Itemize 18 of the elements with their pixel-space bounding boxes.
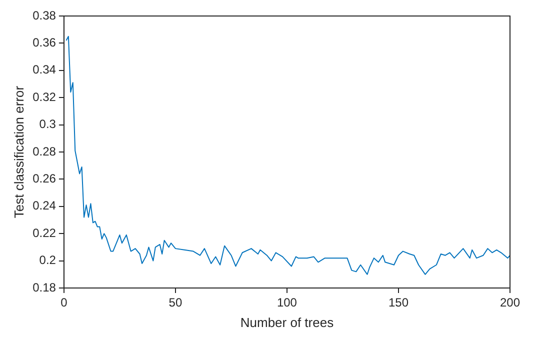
y-tick-label: 0.38 <box>32 8 56 22</box>
y-tick-label: 0.36 <box>32 36 56 50</box>
x-tick-label: 150 <box>388 296 409 310</box>
y-axis-title: Test classification error <box>11 85 26 218</box>
x-tick-label: 0 <box>60 296 68 310</box>
y-tick-label: 0.28 <box>32 144 56 158</box>
y-tick-label: 0.26 <box>32 172 56 186</box>
x-tick-label: 100 <box>276 296 298 310</box>
y-tick-label: 0.34 <box>32 62 56 77</box>
y-tick-label: 0.24 <box>32 198 56 213</box>
y-tick-label: 0.32 <box>32 90 56 104</box>
y-tick-label: 0.2 <box>39 253 56 268</box>
y-tick-label: 0.22 <box>32 226 56 240</box>
y-tick-label: 0.3 <box>39 117 56 132</box>
y-tick-label: 0.18 <box>32 280 56 294</box>
x-axis-title: Number of trees <box>240 314 334 330</box>
x-tick-label: 50 <box>168 296 182 310</box>
x-tick-label: 200 <box>500 296 520 310</box>
